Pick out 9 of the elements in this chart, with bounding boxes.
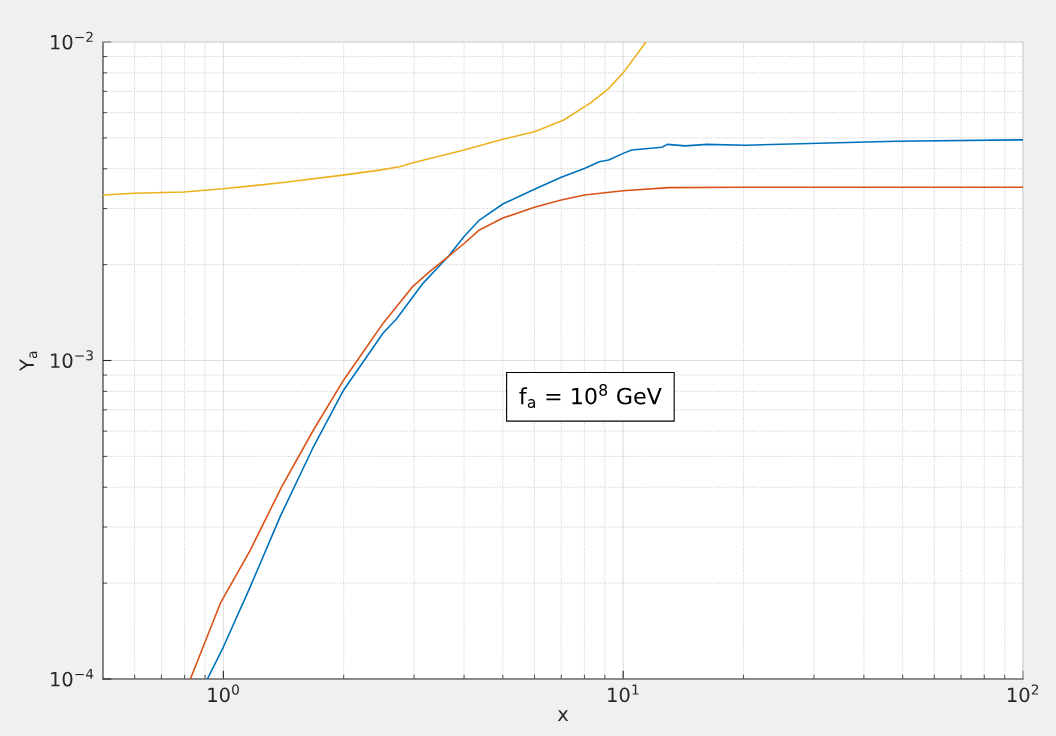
x-tick-label: 10$^{2}$ <box>1008 684 1039 703</box>
y-tick-label: 10$^{−4}$ <box>51 668 94 687</box>
x-tick-label: 10$^{1}$ <box>608 684 639 703</box>
y-tick-label: 10$^{−2}$ <box>51 31 93 50</box>
y-axis-title: Y$_{a}$ <box>19 351 38 372</box>
y-tick-label: 10$^{−3}$ <box>51 350 93 369</box>
x-axis-title: x <box>557 710 569 721</box>
annotation: f$_{a}$ = 10$^{8}$ GeV <box>519 384 662 408</box>
x-tick-label: 10$^{0}$ <box>208 684 239 703</box>
